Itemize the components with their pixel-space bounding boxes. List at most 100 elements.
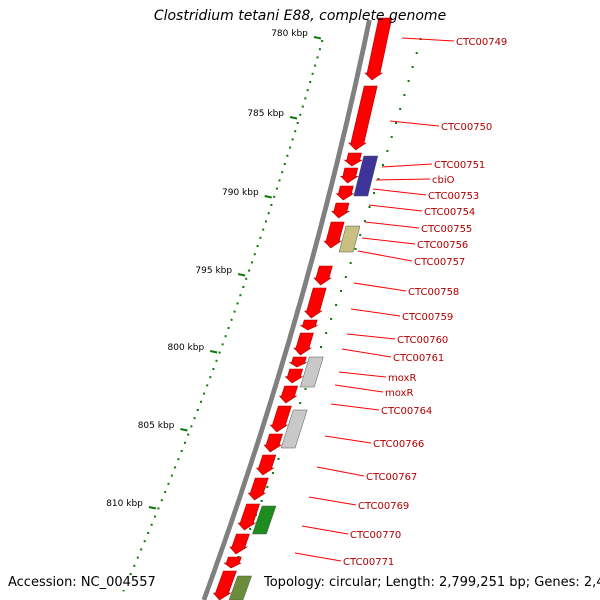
- ruler-dot: [318, 48, 321, 51]
- ruler-dot: [311, 72, 314, 75]
- inner-dot: [330, 318, 333, 320]
- ruler-dot: [294, 130, 297, 133]
- inner-dot: [354, 248, 357, 250]
- ruler-dot: [122, 589, 125, 592]
- gene-leader-line: [301, 525, 349, 535]
- inner-dot: [377, 178, 380, 180]
- inner-dot: [390, 136, 393, 138]
- inner-dot: [373, 192, 375, 194]
- gene-label: CTC00753: [428, 191, 479, 202]
- gene-leader-line: [316, 466, 365, 477]
- inner-dot: [249, 528, 252, 530]
- ruler-dot: [129, 573, 132, 575]
- ruler-dot: [193, 417, 196, 420]
- gene-leader-line: [364, 221, 420, 229]
- ruler-dot: [221, 343, 224, 346]
- cds-arrow: [278, 385, 299, 404]
- inner-dot: [335, 304, 338, 306]
- cds-arrow: [348, 85, 378, 151]
- gene-label: CTC00764: [381, 406, 432, 417]
- cds-arrow: [313, 265, 333, 286]
- gene-leader-line: [401, 37, 455, 42]
- gene-leader-line: [381, 163, 433, 168]
- ruler-dot: [184, 441, 186, 444]
- ruler-dot: [167, 482, 170, 485]
- inner-dot: [277, 458, 280, 460]
- ruler-dot: [299, 113, 302, 116]
- gene-leader-line: [341, 348, 392, 358]
- ruler-dot: [281, 171, 284, 174]
- topology-label: Topology: circular; Length: 2,799,251 bp…: [262, 575, 600, 590]
- feature-track: [228, 155, 379, 600]
- gene-label: CTC00754: [424, 207, 475, 218]
- genome-title: Clostridium tetani E88, complete genome: [153, 8, 447, 24]
- accession-label: Accession: NC_004557: [8, 575, 158, 590]
- inner-dot: [349, 262, 352, 264]
- gene-leader-line: [350, 308, 401, 317]
- gene-leader-line: [346, 333, 396, 340]
- gene-label: CTC00759: [402, 312, 453, 323]
- cds-arrow: [340, 167, 359, 184]
- inner-dot: [340, 290, 342, 292]
- ruler-dot: [267, 212, 270, 215]
- ruler-dot: [215, 359, 218, 362]
- ruler-dot: [196, 409, 199, 411]
- ruler-dot: [245, 277, 248, 280]
- ruler-dot: [143, 540, 146, 543]
- ruler-dot: [190, 425, 193, 428]
- inner-dot: [382, 164, 384, 166]
- ruler-dot: [265, 220, 267, 223]
- kbp-tick-label: 795 kbp: [195, 266, 232, 276]
- feature-block: [353, 155, 379, 197]
- gene-leader-line: [357, 250, 413, 262]
- feature-block: [252, 505, 277, 535]
- genome-backbone: [201, 19, 374, 600]
- inner-dot: [386, 150, 389, 152]
- kbp-tick-label: 800 kbp: [168, 343, 205, 353]
- ruler-dot: [218, 351, 221, 354]
- inner-dot: [407, 80, 410, 82]
- ruler-dot: [154, 515, 156, 518]
- gene-label: CTC00771: [343, 557, 394, 568]
- feature-block: [299, 356, 324, 388]
- cds-arrow: [299, 319, 318, 331]
- ruler-dot: [150, 523, 153, 526]
- cds-arrow: [335, 185, 355, 201]
- ruler-dot: [227, 327, 230, 329]
- inner-dot: [260, 500, 263, 502]
- gene-label: CTC00750: [441, 122, 492, 133]
- cds-arrow: [293, 332, 314, 356]
- cds-arrow: [223, 556, 242, 569]
- gene-labels: CTC00749 CTC00750 CTC00751 cbiO CTC00753 CTC0…: [294, 37, 507, 568]
- cds-arrow: [229, 533, 250, 555]
- ruler-dot: [289, 146, 291, 149]
- inner-dot: [395, 122, 397, 124]
- ruler-dot: [230, 318, 233, 321]
- ruler-dot: [133, 564, 136, 567]
- gene-label: cbiO: [432, 175, 455, 186]
- ruler-dot: [316, 56, 319, 59]
- cds-arrow: [288, 356, 307, 368]
- ruler-dot: [286, 154, 289, 157]
- kbp-tick-label: 790 kbp: [222, 188, 259, 198]
- gene-label: CTC00760: [397, 335, 448, 346]
- backbone-line: [201, 19, 372, 600]
- inner-dot: [320, 346, 322, 348]
- kbp-tick: [313, 36, 322, 40]
- ruler-dot: [160, 499, 163, 502]
- kbp-tick: [180, 428, 188, 432]
- ruler-dot: [291, 138, 294, 141]
- cds-arrow: [343, 152, 363, 167]
- inner-dot: [359, 234, 362, 236]
- ruler-dot: [203, 392, 206, 395]
- gene-label: moxR: [388, 373, 416, 384]
- ruler-dot: [253, 253, 256, 256]
- gene-label: CTC00751: [434, 160, 485, 171]
- ruler-dot: [177, 458, 180, 461]
- kbp-tick: [264, 195, 272, 199]
- inner-dot: [304, 388, 307, 390]
- gene-label: CTC00756: [417, 240, 468, 251]
- feature-block: [280, 409, 308, 449]
- cds-arrow: [237, 503, 261, 531]
